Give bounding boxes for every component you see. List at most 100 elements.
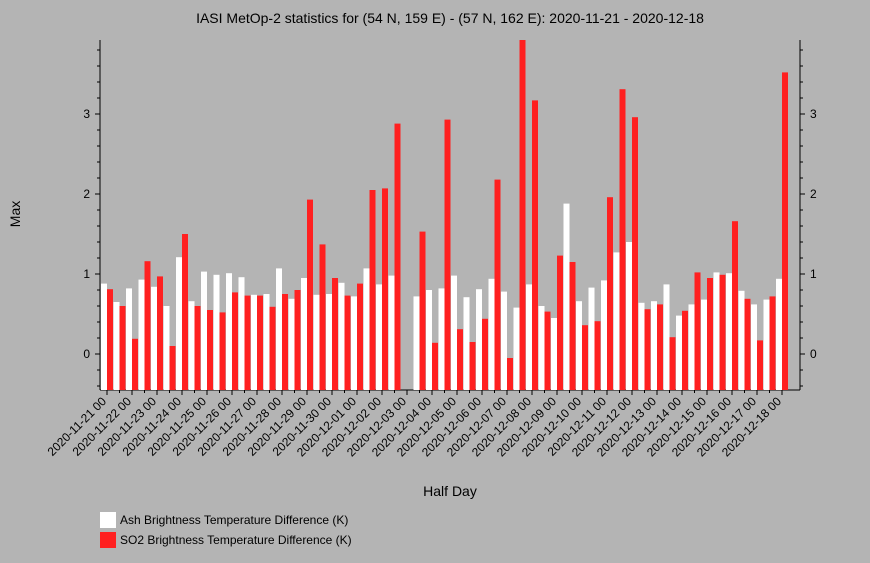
so2-bar (769, 296, 776, 390)
ash-bar (651, 301, 657, 390)
y-tick-label-right: 3 (810, 107, 817, 121)
ash-bar (526, 284, 532, 390)
ash-bar (363, 268, 370, 390)
ash-bar (663, 284, 670, 390)
so2-bar (744, 298, 751, 390)
so2-bar (344, 295, 351, 390)
y-axis-label: Max (7, 201, 23, 227)
chart-title: IASI MetOp-2 statistics for (54 N, 159 E… (196, 10, 704, 26)
ash-bar (438, 288, 445, 390)
ash-bar (251, 294, 257, 390)
ash-bar (713, 272, 720, 390)
so2-bar (282, 294, 288, 390)
ash-bar (626, 242, 632, 390)
ash-bar (426, 290, 432, 390)
ash-bar (576, 301, 582, 390)
ash-bar (488, 278, 495, 390)
so2-bar (444, 119, 451, 390)
so2-bar (469, 342, 476, 390)
so2-bar (644, 309, 651, 390)
so2-bar (157, 276, 163, 390)
so2-bar (232, 292, 238, 390)
y-ticks: 0 0 1 1 2 2 3 3 (83, 49, 817, 387)
ash-bar (563, 203, 570, 390)
ash-bar (263, 294, 270, 390)
so2-bar (319, 244, 326, 390)
so2-bar (682, 310, 688, 390)
ash-bar (101, 283, 107, 390)
ash-bar (338, 282, 345, 390)
ash-bar (551, 318, 557, 390)
ash-bar (301, 278, 307, 390)
ash-bar (313, 294, 320, 390)
ash-bar (201, 271, 207, 390)
ash-bar (288, 298, 295, 390)
y-tick-label-left: 0 (83, 347, 90, 361)
so2-bar (432, 342, 438, 390)
ash-bar (376, 284, 382, 390)
x-axis-label: Half Day (423, 483, 477, 499)
so2-bar (244, 295, 251, 390)
so2-bar (632, 117, 638, 390)
ash-bar (413, 296, 420, 390)
so2-bar (582, 325, 588, 390)
so2-bar (532, 100, 538, 391)
so2-bar (182, 234, 188, 390)
so2-bar (594, 321, 601, 390)
so2-bar (369, 190, 376, 390)
y-tick-label-left: 2 (83, 187, 90, 201)
so2-bar (294, 290, 301, 390)
ash-bar (688, 304, 695, 390)
ash-bar (501, 291, 507, 390)
so2-bar (494, 179, 501, 390)
so2-bar (169, 346, 176, 390)
ash-bar (738, 290, 745, 390)
ash-bar (701, 299, 707, 390)
ash-bar (163, 306, 170, 390)
ash-bar (751, 304, 757, 390)
so2-bar (207, 310, 213, 390)
so2-bar (269, 306, 276, 390)
so2-bar (119, 306, 126, 390)
legend-swatch-ash (100, 512, 116, 528)
ash-bar (588, 287, 595, 390)
so2-bar (357, 283, 363, 390)
ash-bar (538, 306, 545, 390)
so2-bar (457, 329, 463, 390)
so2-bar (507, 358, 513, 390)
ash-bar (726, 273, 732, 390)
so2-bar (194, 306, 201, 390)
ash-bar (151, 286, 157, 390)
ash-bar (451, 275, 457, 390)
ash-bar (776, 278, 782, 390)
ash-bar (513, 307, 520, 390)
ash-bar (676, 315, 682, 390)
y-tick-label-right: 1 (810, 267, 817, 281)
so2-bar (219, 312, 226, 390)
so2-bar (519, 40, 526, 390)
ash-bar (388, 275, 395, 390)
so2-bar (669, 337, 676, 390)
ash-bar (463, 297, 470, 390)
so2-bar (332, 278, 338, 390)
so2-bar (257, 295, 263, 390)
ash-bar (213, 274, 220, 390)
so2-bar (144, 261, 151, 390)
so2-bar (694, 272, 701, 390)
legend-label-ash: Ash Brightness Temperature Difference (K… (120, 513, 348, 527)
so2-bar (569, 262, 576, 390)
ash-bar (188, 301, 195, 390)
so2-bar (782, 72, 788, 391)
so2-bar (394, 123, 401, 390)
ash-bar (763, 299, 770, 390)
so2-bar (719, 274, 726, 390)
ash-bar (638, 302, 645, 390)
ash-bar (326, 294, 332, 390)
so2-bar (607, 197, 613, 390)
so2-bar (482, 318, 488, 390)
y-tick-label-left: 1 (83, 267, 90, 281)
y-tick-label-right: 2 (810, 187, 817, 201)
